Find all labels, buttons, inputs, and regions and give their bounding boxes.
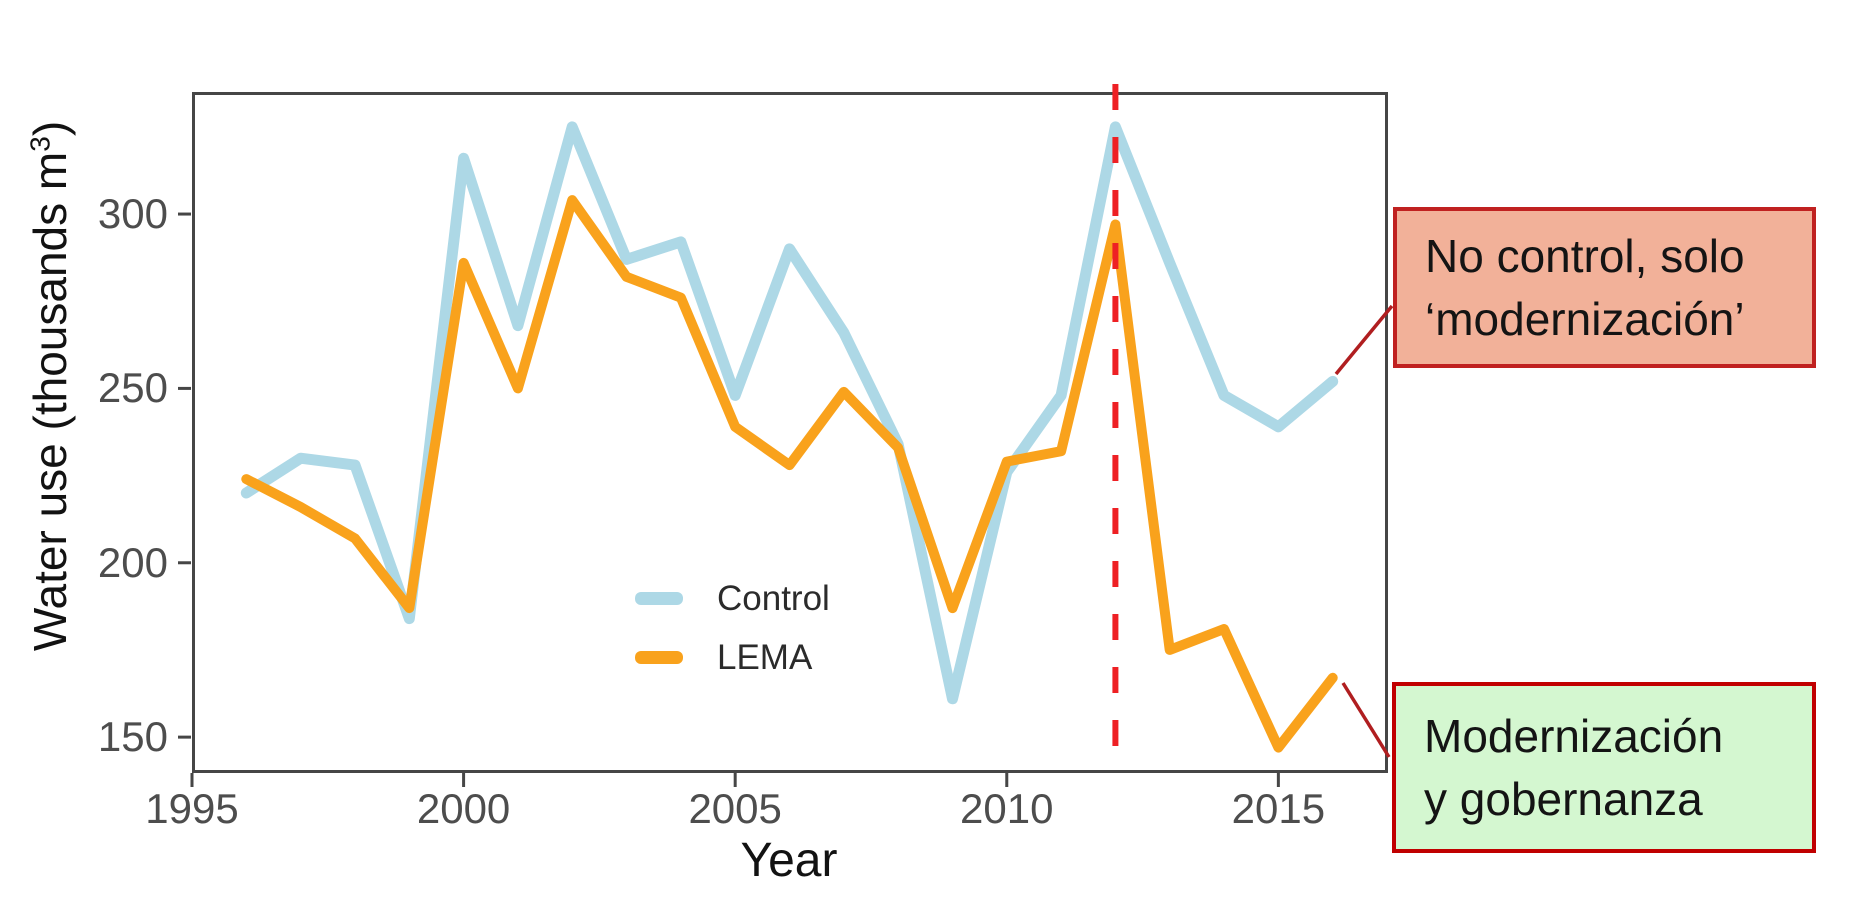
x-tick-label-2010: 2010 bbox=[960, 785, 1054, 832]
y-tick-label-150: 150 bbox=[97, 713, 168, 761]
plot-area-border bbox=[192, 92, 1388, 773]
lema-series-line bbox=[241, 195, 1338, 753]
axis-tick-marks bbox=[178, 212, 1280, 787]
modernizacion-annotation-line2: y gobernanza bbox=[1424, 772, 1703, 825]
y-tick-label-300: 300 bbox=[97, 190, 168, 238]
legend-label-control: Control bbox=[717, 579, 830, 618]
x-tick-label-2015: 2015 bbox=[1231, 785, 1326, 832]
legend-swatch-control bbox=[635, 592, 683, 605]
no-control-annotation-line2: ‘modernización’ bbox=[1425, 292, 1745, 345]
no-control-annotation-line1: No control, solo bbox=[1425, 229, 1745, 282]
y-tick-label-200: 200 bbox=[97, 538, 168, 586]
legend-swatch-lema bbox=[635, 651, 683, 664]
y-tick-label-250: 250 bbox=[97, 364, 168, 412]
modernizacion-annotation-line1: Modernización bbox=[1424, 709, 1724, 762]
x-tick-label-1995: 1995 bbox=[145, 785, 239, 832]
connector-to-no-control-box bbox=[1334, 304, 1394, 376]
x-tick-label-2005: 2005 bbox=[688, 785, 782, 832]
legend-label-lema: LEMA bbox=[717, 638, 813, 677]
y-axis-title-superscript: 3 bbox=[24, 136, 56, 152]
modernizacion-annotation-box: Modernización y gobernanza bbox=[1392, 682, 1816, 853]
no-control-annotation-box: No control, solo ‘modernización’ bbox=[1393, 207, 1816, 368]
y-axis-title-close-paren: ) bbox=[24, 120, 76, 137]
x-axis-title: Year bbox=[740, 834, 838, 887]
connector-to-modernizacion-box bbox=[1341, 682, 1391, 758]
x-tick-label-2000: 2000 bbox=[416, 785, 511, 832]
